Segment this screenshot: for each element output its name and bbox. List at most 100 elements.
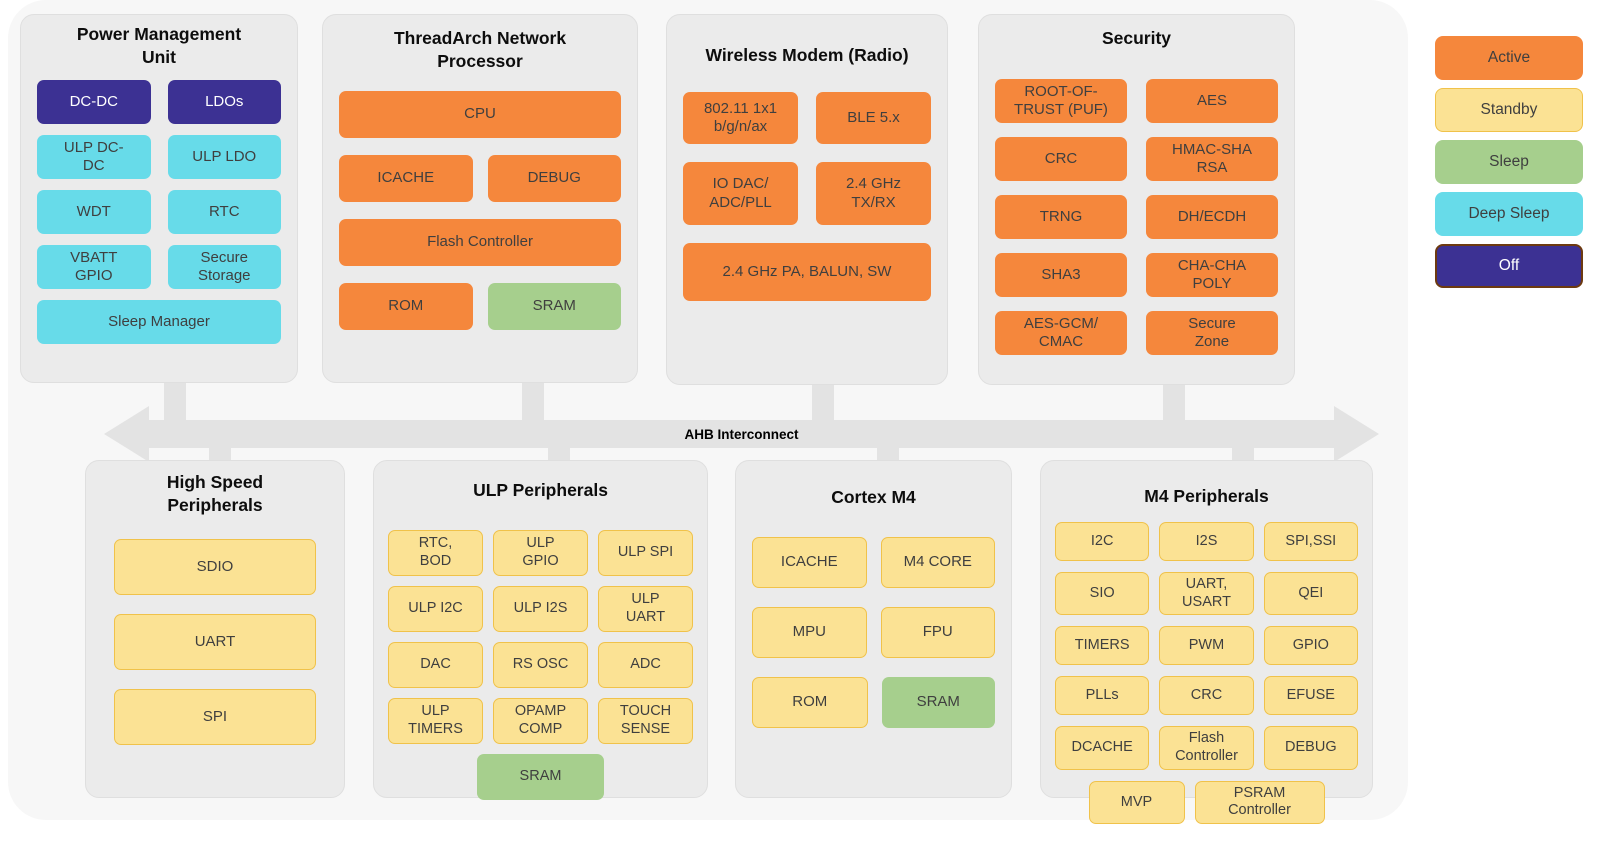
group-title: ULP Peripherals (473, 480, 608, 500)
block-adc: ADC (598, 642, 693, 688)
block-row: 2.4 GHz PA, BALUN, SW (683, 243, 931, 301)
arrow-left-icon (104, 406, 149, 462)
block-ulp-i2c: ULP I2C (388, 586, 483, 632)
block-rom: ROM (339, 283, 473, 330)
group-items: ROOT-OF- TRUST (PUF) AES CRC HMAC-SHA RSA TR… (995, 79, 1278, 355)
block-row: TIMERS PWM GPIO (1055, 626, 1358, 666)
block-icache: ICACHE (752, 537, 867, 588)
block-vbatt-gpio: VBATT GPIO (37, 245, 151, 289)
block-row: DAC RS OSC ADC (388, 642, 693, 688)
group-wireless-modem-radio: Wireless Modem (Radio) 802.11 1x1 b/g/n/… (666, 14, 948, 385)
block-row: Sleep (1435, 140, 1583, 184)
block-secure-zone: Secure Zone (1146, 311, 1278, 355)
block-row: ULP I2C ULP I2S ULP UART (388, 586, 693, 632)
bus-connector-m4p (1232, 447, 1254, 461)
block-i2s: I2S (1159, 522, 1254, 561)
block-sleep-manager: Sleep Manager (37, 300, 281, 344)
block-touch-sense: TOUCH SENSE (598, 698, 693, 744)
group-title: M4 Peripherals (1144, 486, 1269, 506)
block-hmac-sha-rsa: HMAC-SHA RSA (1146, 137, 1278, 181)
block-ldos: LDOs (167, 80, 281, 124)
block-sram: SRAM (487, 283, 621, 330)
block-pwm: PWM (1159, 626, 1254, 666)
group-threadarch-network-processor: ThreadArch Network Processor CPU ICACHE DE… (322, 14, 638, 383)
block-ulp-spi: ULP SPI (598, 530, 693, 576)
block-io-dac-adc-pll: IO DAC/ ADC/PLL (683, 162, 798, 225)
group-ulp-peripherals: ULP Peripherals RTC, BOD ULP GPIO ULP SPI U… (373, 460, 708, 800)
bus-connector-threadarch (522, 382, 544, 421)
group-items: DC-DC LDOs ULP DC- DC ULP LDO WDT RTC VBATT GP… (37, 80, 281, 344)
group-high-speed-peripherals: High Speed Peripherals SDIO UART SPI (85, 460, 345, 798)
block-plls: PLLs (1055, 676, 1150, 716)
block-row: ROM SRAM (339, 283, 621, 330)
block-2-4-ghz-tx-rx: 2.4 GHz TX/RX (816, 162, 931, 225)
block-row: DC-DC LDOs (37, 80, 281, 124)
block-gpio: GPIO (1263, 626, 1358, 666)
block-deep-sleep: Deep Sleep (1435, 192, 1583, 236)
group-title: Security (1101, 28, 1172, 48)
group-items: RTC, BOD ULP GPIO ULP SPI ULP I2C ULP I2S ULP… (388, 530, 693, 800)
block-off: Off (1435, 244, 1583, 288)
block-row: PLLs CRC EFUSE (1055, 676, 1358, 716)
block-ble-5-x: BLE 5.x (816, 92, 931, 144)
block-row: VBATT GPIO Secure Storage (37, 245, 281, 289)
block-rs-osc: RS OSC (493, 642, 588, 688)
ahb-interconnect-bus: AHB Interconnect (149, 420, 1334, 448)
group-title: ThreadArch Network Processor (393, 28, 567, 71)
block-crc: CRC (995, 137, 1127, 181)
block-row: CRC HMAC-SHA RSA (995, 137, 1278, 181)
block-row: Active (1435, 36, 1583, 80)
block-sio: SIO (1055, 572, 1150, 616)
block-row: 802.11 1x1 b/g/n/ax BLE 5.x (683, 92, 931, 144)
block-secure-storage: Secure Storage (167, 245, 281, 289)
block-row: ICACHE M4 CORE (752, 537, 995, 588)
group-items: I2C I2S SPI,SSI SIO UART, USART QEI TIMERS PWM G… (1055, 522, 1358, 825)
bus-connector-pmu (164, 382, 186, 421)
group-title: Power Management Unit (76, 24, 242, 67)
block-row: SIO UART, USART QEI (1055, 572, 1358, 616)
group-cortex-m4: Cortex M4 ICACHE M4 CORE MPU FPU ROM SRAM (735, 460, 1012, 798)
block-efuse: EFUSE (1263, 676, 1358, 716)
block-trng: TRNG (995, 195, 1127, 239)
block-row: SHA3 CHA-CHA POLY (995, 253, 1278, 297)
group-security: Security ROOT-OF- TRUST (PUF) AES CRC HMAC-… (978, 14, 1295, 385)
bus-connector-hsp (209, 447, 231, 461)
bus-connector-cortex (877, 447, 899, 461)
block-802-11-1x1-b-g-n-ax: 802.11 1x1 b/g/n/ax (683, 92, 798, 144)
block-rom: ROM (752, 677, 868, 728)
block-row: Off (1435, 244, 1583, 288)
block-row: ROOT-OF- TRUST (PUF) AES (995, 79, 1278, 123)
block-icache: ICACHE (339, 155, 473, 202)
block-i2c: I2C (1055, 522, 1150, 561)
block-debug: DEBUG (1263, 726, 1358, 770)
block-ulp-uart: ULP UART (598, 586, 693, 632)
block-row: Deep Sleep (1435, 192, 1583, 236)
block-sleep: Sleep (1435, 140, 1583, 184)
block-flash-controller: Flash Controller (1159, 726, 1254, 770)
block-ulp-timers: ULP TIMERS (388, 698, 483, 744)
group-items: SDIO UART SPI (102, 539, 328, 745)
block-row: DCACHE Flash Controller DEBUG (1055, 726, 1358, 770)
block-row: SRAM (388, 754, 693, 800)
block-debug: DEBUG (487, 155, 621, 202)
block-rtc: RTC (167, 190, 281, 234)
block-ulp-ldo: ULP LDO (167, 135, 281, 179)
block-cpu: CPU (339, 91, 621, 138)
block-row: Sleep Manager (37, 300, 281, 344)
block-timers: TIMERS (1055, 626, 1150, 666)
block-sram: SRAM (477, 754, 604, 800)
block-mpu: MPU (752, 607, 867, 658)
block-sram: SRAM (881, 677, 995, 728)
block-row: ICACHE DEBUG (339, 155, 621, 202)
block-dh-ecdh: DH/ECDH (1146, 195, 1278, 239)
block-row: Standby (1435, 88, 1583, 132)
power-state-legend: Active Standby Sleep Deep Sleep Off (1435, 36, 1583, 296)
block-sdio: SDIO (114, 539, 316, 595)
block-row: ULP DC- DC ULP LDO (37, 135, 281, 179)
group-power-management-unit: Power Management Unit DC-DC LDOs ULP DC- D… (20, 14, 298, 383)
arrow-right-icon (1334, 406, 1379, 462)
block-spi-ssi: SPI,SSI (1263, 522, 1358, 561)
block-row: WDT RTC (37, 190, 281, 234)
block-ulp-dc-dc: ULP DC- DC (37, 135, 151, 179)
block-uart: UART (114, 614, 316, 670)
